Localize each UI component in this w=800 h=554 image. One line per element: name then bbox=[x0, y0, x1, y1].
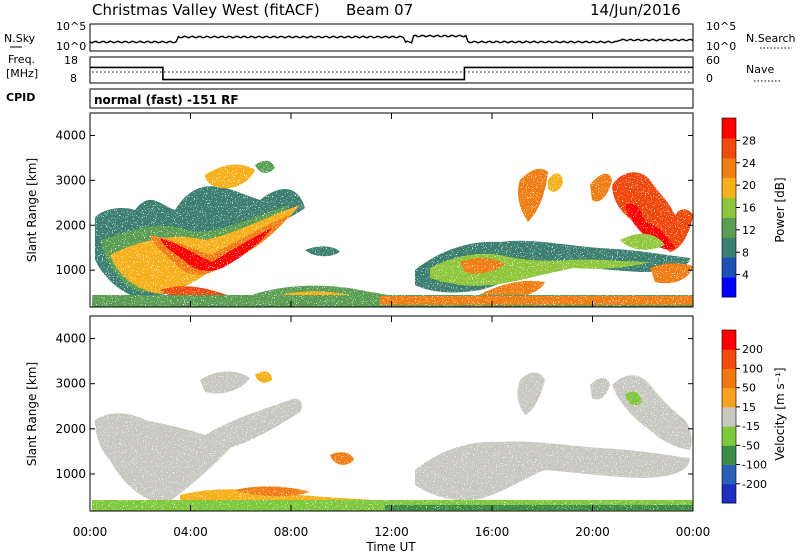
colorbar-swatch-0 bbox=[722, 483, 736, 504]
colorbar-label-5: 24 bbox=[742, 157, 756, 170]
colorbar-label-1: 8 bbox=[742, 246, 749, 259]
ytick-label-0: 1000 bbox=[55, 263, 86, 277]
colorbar-swatch-1 bbox=[722, 464, 736, 485]
colorbar-label-4: 20 bbox=[742, 179, 756, 192]
colorbar-label-2: 50 bbox=[742, 382, 756, 395]
colorbar-swatch-7 bbox=[722, 349, 736, 369]
cpid-panel-frame bbox=[89, 88, 694, 109]
colorbar-label-0: 200 bbox=[742, 343, 763, 356]
power-colorbar-label: Power [dB] bbox=[773, 177, 787, 242]
freq-right-tick-bottom: 0 bbox=[706, 72, 713, 85]
ytick-label-2: 3000 bbox=[55, 173, 86, 187]
colorbar-swatch-6 bbox=[722, 368, 736, 389]
colorbar-swatch-1 bbox=[722, 257, 736, 278]
colorbar-swatch-3 bbox=[722, 217, 736, 238]
colorbar-label-3: 15 bbox=[742, 401, 756, 414]
colorbar-label-7: -200 bbox=[742, 478, 767, 491]
station-title: Christmas Valley West (fitACF) bbox=[92, 1, 320, 19]
colorbar-label-0: 4 bbox=[742, 269, 749, 282]
colorbar-label-5: -50 bbox=[742, 439, 760, 452]
date-title: 14/Jun/2016 bbox=[590, 1, 681, 19]
power-ylabel: Slant Range [km] bbox=[25, 158, 39, 262]
freq-left-unit: [MHz] bbox=[6, 67, 38, 80]
ytick-label-3: 4000 bbox=[55, 332, 86, 346]
colorbar-swatch-5 bbox=[722, 177, 736, 199]
velocity-colorbar-label: Velocity [m s⁻¹] bbox=[773, 367, 787, 460]
colorbar-label-3: 16 bbox=[742, 202, 756, 215]
ytick-label-3: 4000 bbox=[55, 128, 86, 142]
colorbar-swatch-8 bbox=[722, 330, 736, 350]
xtick-label-3: 12:00 bbox=[374, 525, 409, 539]
colorbar-label-4: -15 bbox=[742, 420, 760, 433]
freq-series-line bbox=[90, 66, 693, 81]
noise-left-tick-bottom: 10^0 bbox=[56, 40, 86, 53]
noise-series-line bbox=[89, 34, 694, 44]
time-axis: 00:00 04:00 08:00 12:00 16:00 20:00 00:00 bbox=[73, 113, 711, 539]
cpid-text: normal (fast) -151 RF bbox=[94, 93, 239, 107]
colorbar-swatch-4 bbox=[722, 197, 736, 218]
noise-right-tick-bottom: 10^0 bbox=[706, 40, 736, 53]
noise-panel-frame bbox=[89, 23, 694, 52]
freq-right-label: Nave bbox=[746, 63, 774, 76]
velocity-yticks: 1000 2000 3000 4000 bbox=[55, 332, 693, 481]
velocity-heatmap bbox=[92, 371, 693, 511]
xtick-label-1: 04:00 bbox=[173, 525, 208, 539]
ytick-label-1: 2000 bbox=[55, 422, 86, 436]
xtick-label-5: 20:00 bbox=[575, 525, 610, 539]
beam-title: Beam 07 bbox=[346, 1, 413, 19]
freq-left-label: Freq. bbox=[8, 53, 35, 66]
xtick-label-6: 00:00 bbox=[676, 525, 711, 539]
freq-right-tick-top: 60 bbox=[706, 54, 720, 67]
noise-left-label: N.Sky bbox=[4, 32, 36, 45]
power-colorbar: 4 8 12 16 20 24 28 bbox=[721, 117, 756, 298]
velocity-ylabel: Slant Range [km] bbox=[25, 362, 39, 466]
colorbar-frame bbox=[721, 329, 737, 504]
ytick-label-1: 2000 bbox=[55, 218, 86, 232]
freq-left-tick-top: 18 bbox=[64, 54, 78, 67]
power-yticks: 1000 2000 3000 4000 bbox=[55, 128, 693, 277]
colorbar-swatch-4 bbox=[722, 406, 736, 427]
noise-left-tick-top: 10^5 bbox=[56, 20, 86, 33]
colorbar-swatch-2 bbox=[722, 445, 736, 466]
colorbar-swatch-7 bbox=[722, 137, 736, 159]
freq-left-tick-bottom: 8 bbox=[70, 72, 77, 85]
ytick-label-2: 3000 bbox=[55, 377, 86, 391]
colorbar-swatch-5 bbox=[722, 387, 736, 408]
velocity-colorbar: 200 100 50 15 -15 -50 -100 -200 bbox=[721, 329, 767, 504]
colorbar-swatch-8 bbox=[722, 118, 736, 139]
colorbar-swatch-6 bbox=[722, 157, 736, 179]
xtick-label-2: 08:00 bbox=[274, 525, 309, 539]
xtick-label-4: 16:00 bbox=[475, 525, 510, 539]
freq-panel-frame bbox=[89, 56, 694, 84]
ytick-label-0: 1000 bbox=[55, 467, 86, 481]
colorbar-swatch-0 bbox=[722, 277, 736, 298]
noise-right-tick-top: 10^5 bbox=[706, 20, 736, 33]
colorbar-label-6: 28 bbox=[742, 134, 756, 147]
colorbar-label-1: 100 bbox=[742, 362, 763, 375]
colorbar-label-2: 12 bbox=[742, 224, 756, 237]
xtick-label-0: 00:00 bbox=[73, 525, 108, 539]
xlabel: Time UT bbox=[365, 540, 416, 554]
colorbar-swatch-3 bbox=[722, 426, 736, 446]
power-heatmap bbox=[92, 160, 693, 307]
noise-right-label: N.Search bbox=[746, 32, 796, 45]
colorbar-label-6: -100 bbox=[742, 459, 767, 472]
cpid-label: CPID bbox=[6, 91, 35, 104]
colorbar-swatch-2 bbox=[722, 237, 736, 258]
